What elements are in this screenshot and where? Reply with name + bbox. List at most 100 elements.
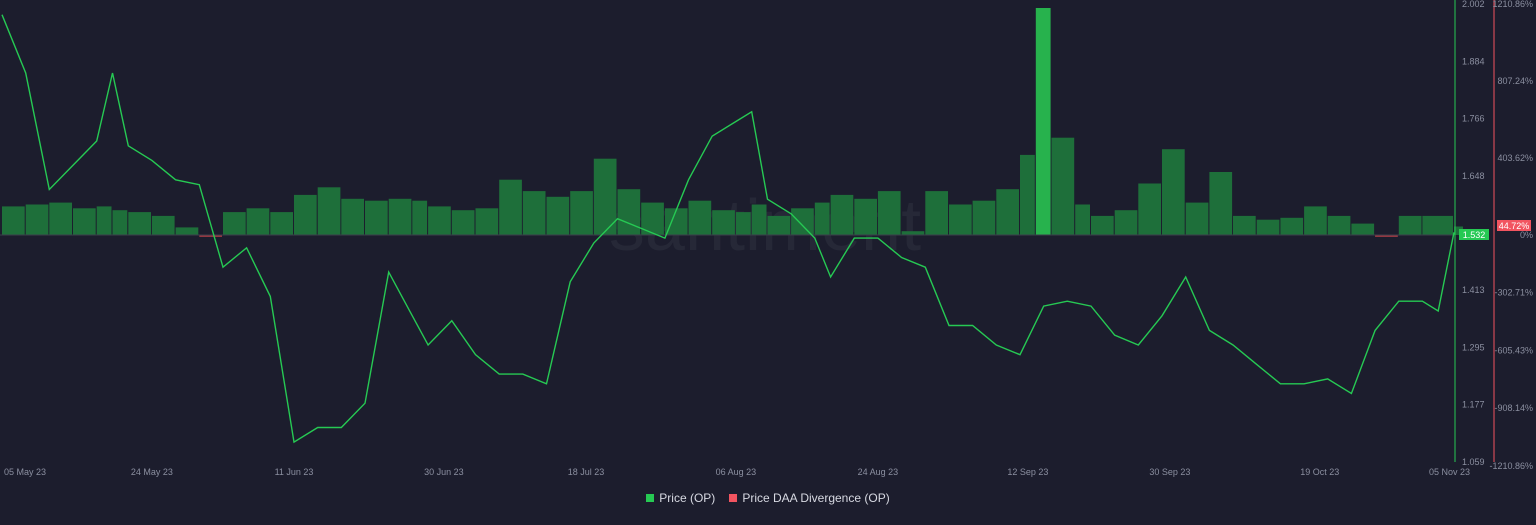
- divergence-bar: [751, 204, 767, 235]
- right-axis-tick-label: -908.14%: [1494, 403, 1533, 413]
- right-axis-ticks: 1210.86% 807.24% 403.62% 0% -302.71% -605.43%…: [1489, 0, 1533, 471]
- divergence-bar: [73, 208, 96, 235]
- right-axis-tick-label: 1210.86%: [1492, 0, 1533, 9]
- divergence-bar: [1375, 235, 1398, 237]
- divergence-bar: [112, 210, 128, 235]
- divergence-bar: [593, 158, 617, 235]
- divergence-bar: [199, 235, 222, 237]
- divergence-bar: [546, 196, 570, 235]
- divergence-bar: [1233, 215, 1256, 235]
- divergence-bar: [1114, 210, 1138, 235]
- divergence-bar: [522, 191, 546, 235]
- divergence-bar: [365, 200, 388, 235]
- divergence-bar: [96, 206, 112, 235]
- left-axis-tick-label: 1.766: [1462, 114, 1485, 124]
- x-axis-tick-label: 12 Sep 23: [1007, 467, 1048, 477]
- divergence-bar: [735, 212, 751, 235]
- left-axis-tick-label: 1.177: [1462, 400, 1485, 410]
- divergence-bar: [854, 198, 877, 235]
- divergence-bar: [151, 215, 175, 235]
- divergence-bar: [128, 212, 151, 235]
- right-axis-tick-label: 807.24%: [1497, 76, 1533, 86]
- divergence-bar: [1091, 215, 1114, 235]
- divergence-bar: [1020, 154, 1035, 235]
- divergence-bar: [475, 208, 499, 235]
- legend-label-price: Price (OP): [659, 491, 716, 505]
- legend-swatch-divergence: [729, 494, 738, 502]
- divergence-bar: [1035, 8, 1051, 235]
- divergence-bar: [814, 202, 830, 235]
- right-axis-tick-label: -302.71%: [1494, 288, 1533, 298]
- divergence-bar: [341, 198, 364, 235]
- current-price-badge: 1.532: [1459, 229, 1489, 240]
- divergence-bar: [972, 200, 996, 235]
- divergence-bar: [49, 202, 72, 235]
- left-axis-tick-label: 1.884: [1462, 56, 1485, 66]
- legend-label-divergence: Price DAA Divergence (OP): [742, 491, 890, 505]
- x-axis-tick-label: 05 Nov 23: [1429, 467, 1470, 477]
- divergence-bar: [2, 206, 25, 235]
- x-axis-ticks: 05 May 23 24 May 23 11 Jun 23 30 Jun 23 18 J…: [4, 467, 1470, 477]
- divergence-bar: [688, 200, 712, 235]
- divergence-bar: [1185, 202, 1209, 235]
- divergence-bar: [641, 202, 664, 235]
- divergence-bar: [949, 204, 972, 235]
- divergence-bar: [270, 212, 293, 235]
- x-axis-tick-label: 11 Jun 23: [275, 467, 314, 477]
- price-line: [1, 14, 1455, 444]
- x-axis-tick-label: 30 Sep 23: [1149, 467, 1190, 477]
- divergence-bar: [1051, 137, 1075, 235]
- divergence-bar: [499, 179, 522, 235]
- left-axis-tick-label: 1.413: [1462, 285, 1485, 295]
- divergence-bar: [830, 194, 854, 235]
- divergence-bar: [664, 208, 688, 235]
- divergence-bar: [877, 191, 901, 235]
- divergence-bar: [223, 212, 246, 235]
- divergence-bar: [712, 210, 735, 235]
- x-axis-tick-label: 05 May 23: [4, 467, 46, 477]
- divergence-bar: [25, 204, 49, 235]
- divergence-bar: [1398, 215, 1422, 235]
- divergence-bar: [791, 208, 814, 235]
- right-axis-tick-label: 403.62%: [1497, 153, 1533, 163]
- current-divergence-badge: 44.72%: [1497, 220, 1531, 231]
- divergence-bar: [1209, 172, 1233, 235]
- divergence-bar: [1454, 226, 1463, 235]
- divergence-bar: [996, 189, 1019, 235]
- divergence-bar: [570, 191, 593, 235]
- divergence-bar: [175, 227, 199, 235]
- x-axis-tick-label: 18 Jul 23: [568, 467, 605, 477]
- chart-legend: Price (OP) Price DAA Divergence (OP): [0, 491, 1536, 505]
- current-divergence-label: 44.72%: [1499, 221, 1530, 231]
- divergence-bar: [412, 200, 428, 235]
- divergence-bar: [388, 198, 412, 235]
- divergence-bar: [451, 210, 475, 235]
- right-axis-tick-label: 0%: [1520, 230, 1533, 240]
- divergence-bar: [1256, 219, 1280, 235]
- x-axis-tick-label: 24 Aug 23: [858, 467, 899, 477]
- divergence-bar: [1138, 183, 1161, 235]
- divergence-bar: [1422, 215, 1453, 235]
- legend-item-divergence[interactable]: Price DAA Divergence (OP): [729, 491, 890, 505]
- divergence-bar: [925, 191, 948, 235]
- x-axis-tick-label: 24 May 23: [131, 467, 173, 477]
- divergence-bar: [617, 189, 641, 235]
- divergence-bar: [1351, 223, 1375, 235]
- divergence-bar: [1162, 149, 1185, 235]
- legend-swatch-price: [646, 494, 655, 502]
- legend-item-price[interactable]: Price (OP): [646, 491, 715, 505]
- current-price-label: 1.532: [1463, 230, 1486, 240]
- x-axis-tick-label: 06 Aug 23: [716, 467, 757, 477]
- left-axis-tick-label: 2.002: [1462, 0, 1485, 9]
- divergence-bar: [901, 231, 925, 235]
- divergence-bars: [2, 8, 1463, 237]
- x-axis-tick-label: 19 Oct 23: [1300, 467, 1339, 477]
- divergence-bar: [1280, 217, 1304, 235]
- left-axis-tick-label: 1.295: [1462, 342, 1485, 352]
- divergence-bar: [317, 187, 341, 235]
- divergence-bar: [1075, 204, 1090, 235]
- divergence-bar: [767, 215, 791, 235]
- divergence-bar: [1304, 206, 1327, 235]
